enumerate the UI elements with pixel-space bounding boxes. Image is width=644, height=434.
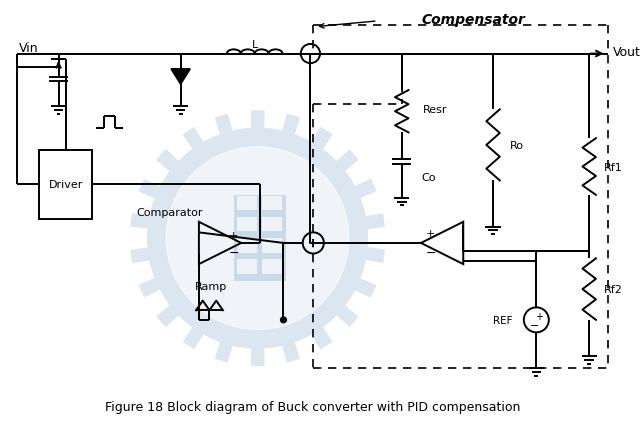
Text: Co: Co <box>421 172 435 182</box>
Text: Ramp: Ramp <box>195 282 227 292</box>
Text: Ro: Ro <box>511 141 524 151</box>
Text: −: − <box>530 320 539 330</box>
Bar <box>238 196 256 211</box>
Text: −: − <box>425 247 436 260</box>
Text: Rf1: Rf1 <box>603 163 622 173</box>
Bar <box>234 195 287 282</box>
Bar <box>39 150 92 220</box>
Text: Resr: Resr <box>423 105 448 115</box>
Bar <box>262 217 281 232</box>
Bar <box>262 260 281 274</box>
Text: Vout: Vout <box>613 46 641 59</box>
Text: −: − <box>228 247 239 260</box>
Bar <box>262 196 281 211</box>
Text: +: + <box>426 229 435 239</box>
Circle shape <box>281 317 287 323</box>
Text: Rf2: Rf2 <box>603 284 623 294</box>
Bar <box>238 217 256 232</box>
Text: Figure 18 Block diagram of Buck converter with PID compensation: Figure 18 Block diagram of Buck converte… <box>104 400 520 413</box>
Polygon shape <box>171 70 190 85</box>
Text: +: + <box>308 237 319 250</box>
Circle shape <box>166 148 349 330</box>
Bar <box>262 239 281 253</box>
Text: Vin: Vin <box>19 42 39 55</box>
Text: Driver: Driver <box>48 180 83 190</box>
Text: L: L <box>252 40 258 50</box>
Polygon shape <box>130 111 385 366</box>
Text: Comparator: Comparator <box>137 208 204 218</box>
Text: REF: REF <box>493 315 512 325</box>
Text: +: + <box>535 311 543 321</box>
Bar <box>238 260 256 274</box>
Text: Compensator: Compensator <box>422 13 526 27</box>
Text: +: + <box>229 231 238 241</box>
Bar <box>238 239 256 253</box>
